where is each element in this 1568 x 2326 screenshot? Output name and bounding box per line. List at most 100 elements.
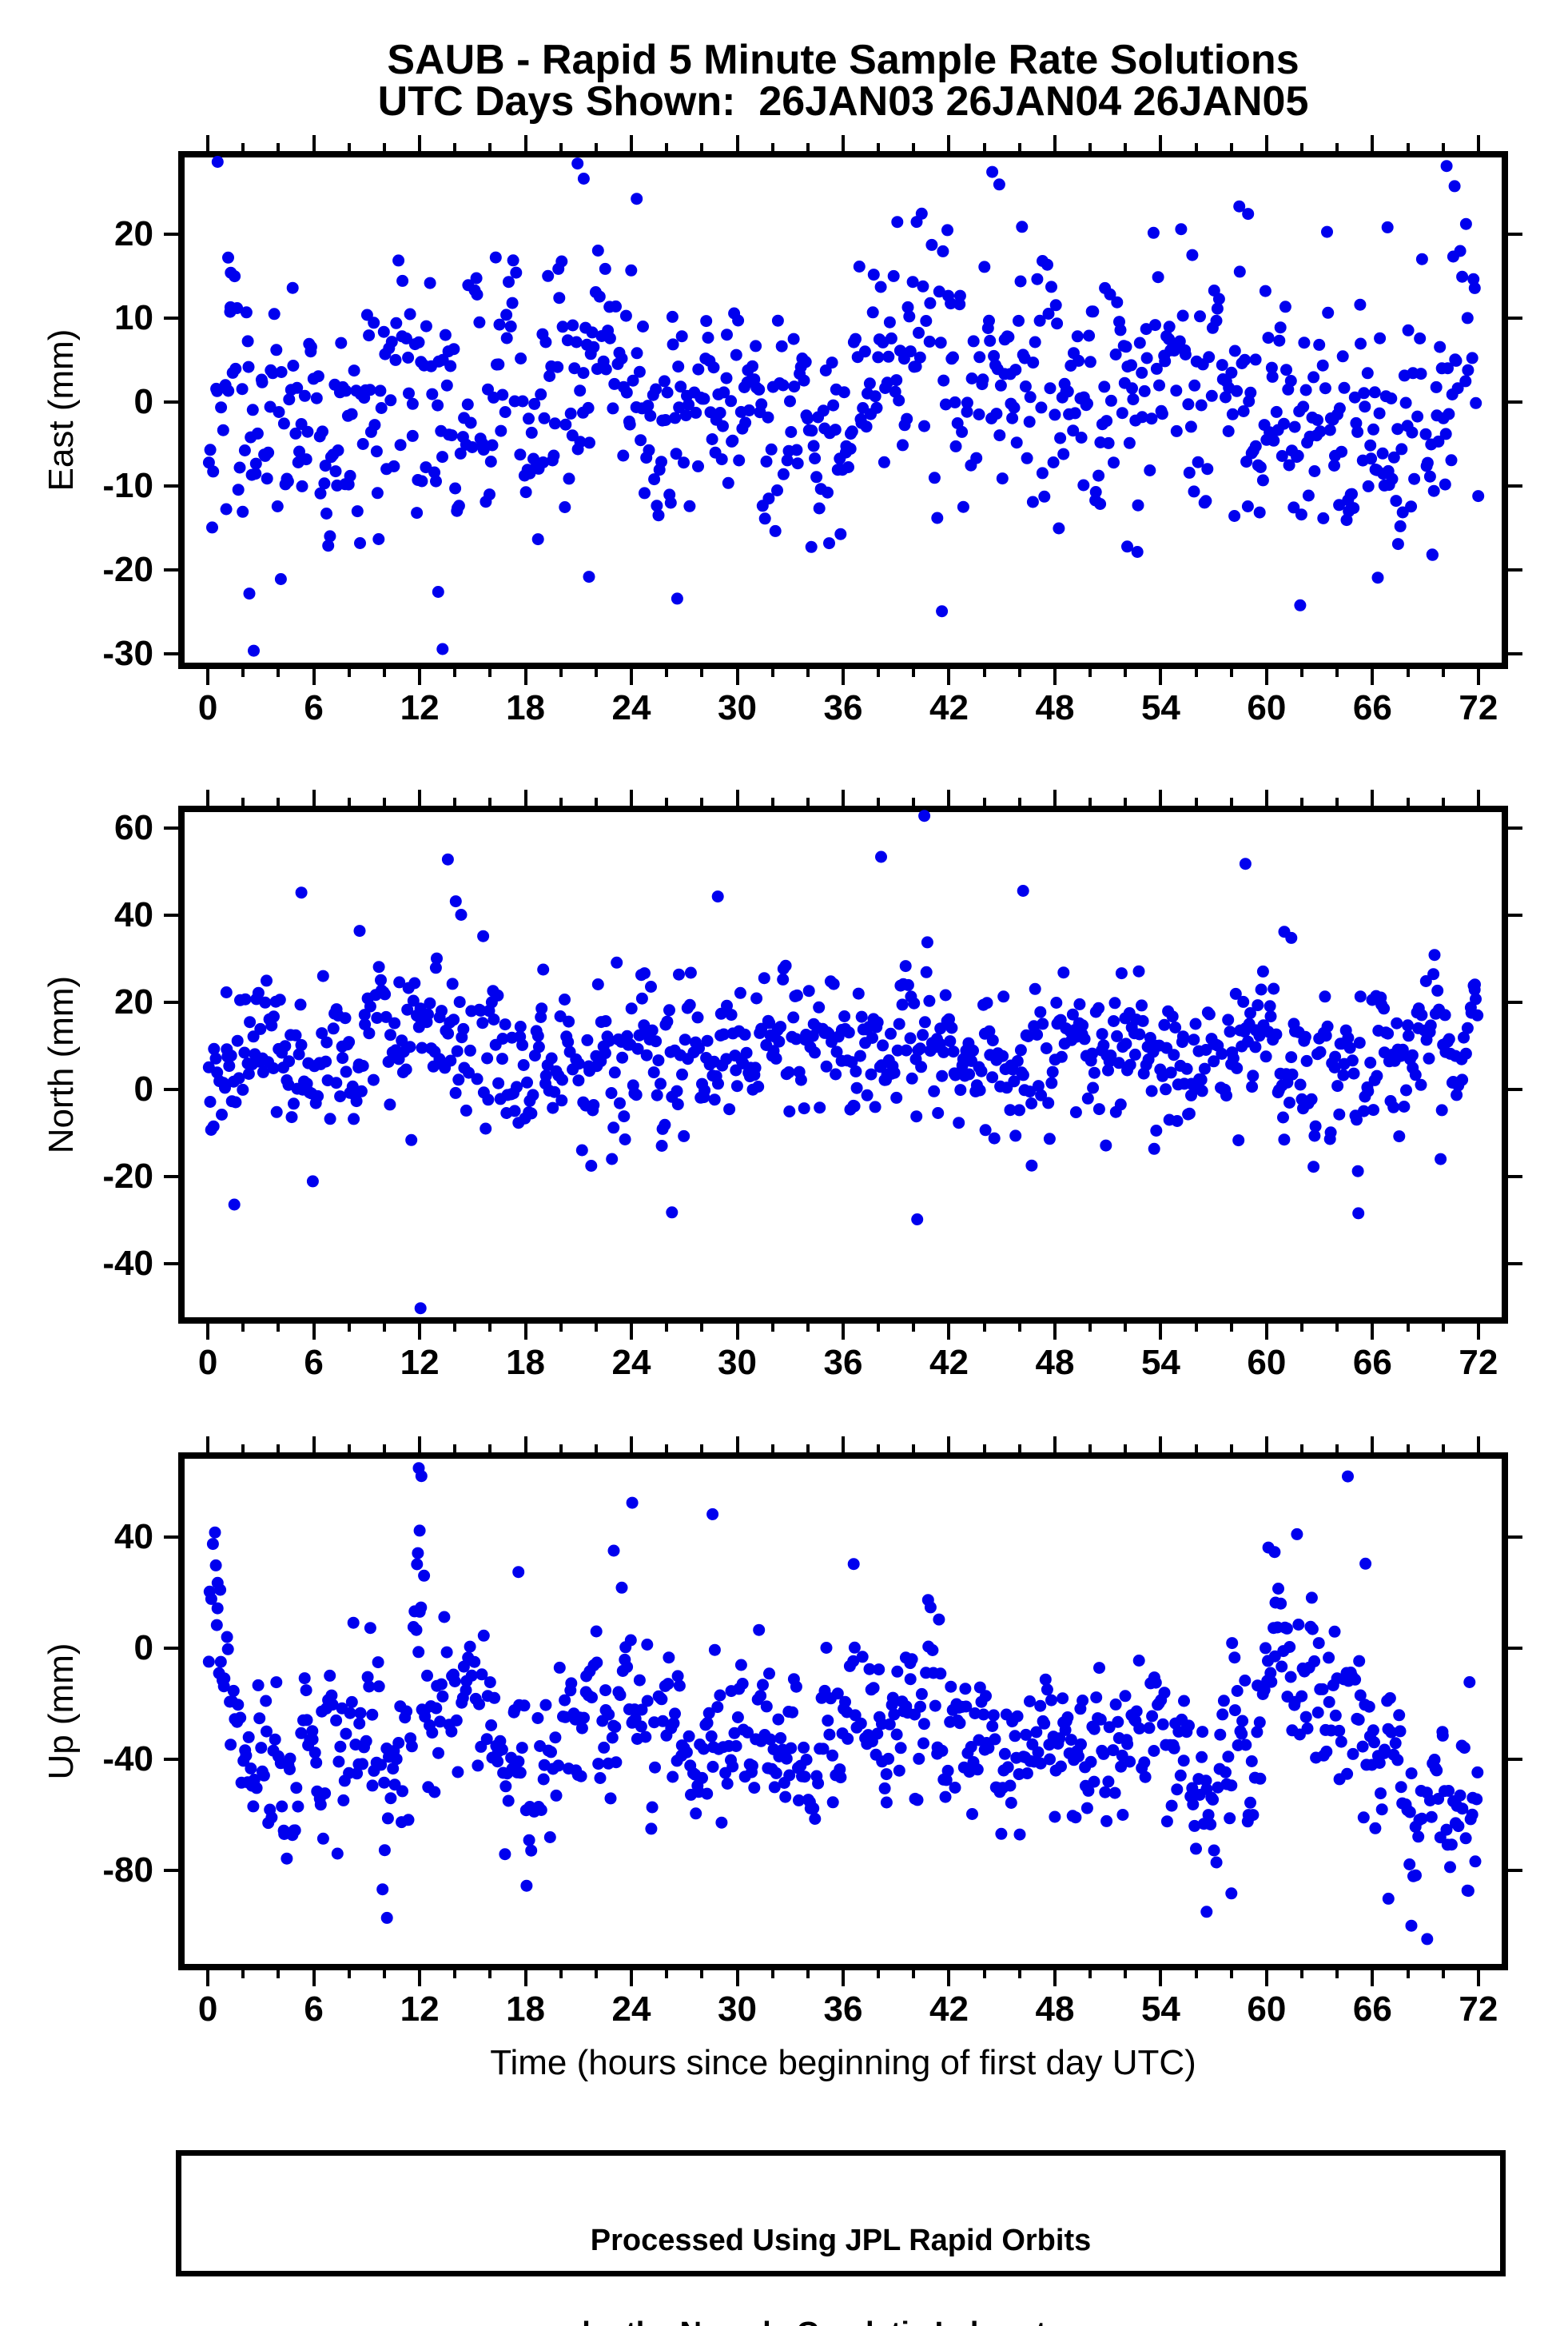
data-point — [547, 1101, 559, 1114]
data-point — [1445, 454, 1458, 467]
data-point — [861, 1089, 874, 1101]
data-point — [292, 1800, 304, 1813]
y-tick — [164, 1869, 178, 1873]
data-point — [834, 1771, 847, 1784]
x-major-tick — [418, 1970, 422, 1986]
data-point — [343, 1036, 356, 1049]
x-minor-tick — [1194, 1324, 1198, 1332]
data-point — [1145, 1085, 1158, 1097]
x-major-tick — [735, 1970, 739, 1986]
data-point — [252, 986, 265, 999]
y-tick — [1508, 1535, 1522, 1539]
data-point — [1405, 1919, 1418, 1932]
data-point — [298, 1672, 311, 1685]
data-point — [905, 1653, 918, 1666]
data-point — [394, 439, 407, 452]
x-minor-tick — [1017, 1970, 1021, 1978]
data-point — [242, 360, 255, 373]
data-point — [460, 1684, 472, 1697]
data-point — [1049, 408, 1061, 421]
data-point — [225, 1739, 237, 1751]
data-point — [376, 1883, 389, 1896]
data-point — [899, 960, 912, 973]
data-point — [1390, 495, 1403, 508]
data-point — [372, 1656, 384, 1669]
data-point — [1462, 1885, 1474, 1898]
data-point — [599, 1015, 612, 1027]
data-point — [353, 925, 366, 938]
data-point — [765, 443, 778, 456]
x-minor-tick — [912, 143, 916, 151]
x-minor-tick — [806, 798, 810, 806]
data-point — [1032, 1080, 1045, 1093]
data-point — [1008, 401, 1021, 414]
data-point — [917, 1737, 929, 1750]
data-point — [1352, 1207, 1365, 1220]
data-point — [610, 300, 622, 313]
data-point — [500, 332, 513, 345]
data-point — [793, 1794, 805, 1806]
data-point — [975, 1065, 988, 1077]
x-major-tick — [1264, 135, 1268, 151]
x-major-tick — [1264, 1324, 1268, 1340]
y-tick-label: -20 — [102, 550, 153, 590]
data-point — [883, 1718, 896, 1731]
data-point — [434, 1715, 447, 1728]
x-minor-tick — [1335, 1444, 1339, 1452]
data-point — [1053, 1732, 1066, 1745]
x-minor-tick — [488, 798, 492, 806]
data-point — [645, 981, 657, 993]
data-point — [960, 1700, 973, 1713]
data-point — [210, 1619, 223, 1631]
x-minor-tick — [1406, 669, 1410, 677]
data-point — [207, 465, 220, 478]
data-point — [1277, 1111, 1289, 1124]
data-point — [1208, 1055, 1220, 1068]
data-point — [570, 336, 583, 349]
data-point — [941, 224, 953, 237]
data-point — [829, 424, 842, 436]
data-point — [1444, 1861, 1456, 1874]
data-point — [1421, 1933, 1434, 1946]
data-point — [770, 1766, 782, 1779]
data-point — [1044, 1753, 1056, 1766]
data-point — [830, 1046, 843, 1058]
data-point — [936, 605, 949, 618]
data-point — [809, 1813, 822, 1825]
data-point — [1027, 356, 1040, 369]
data-point — [707, 361, 720, 374]
data-point — [1430, 380, 1443, 393]
data-point — [400, 1705, 413, 1718]
data-point — [1264, 1000, 1276, 1013]
x-minor-tick — [1229, 1324, 1233, 1332]
data-point — [850, 1065, 862, 1077]
data-point — [416, 475, 428, 488]
data-point — [742, 1726, 754, 1739]
data-point — [1367, 423, 1379, 436]
x-tick-label: 0 — [197, 688, 218, 727]
x-major-tick — [418, 135, 422, 151]
data-point — [949, 1782, 961, 1794]
data-point — [1216, 1708, 1229, 1721]
x-major-tick — [947, 135, 951, 151]
data-point — [1051, 317, 1064, 330]
data-point — [1291, 449, 1304, 462]
data-point — [798, 1770, 811, 1783]
data-point — [1414, 332, 1427, 345]
data-point — [253, 1712, 266, 1725]
data-point — [888, 1066, 901, 1079]
data-point — [1470, 1793, 1483, 1806]
data-point — [396, 274, 409, 287]
data-point — [661, 386, 674, 399]
data-point — [966, 1808, 978, 1820]
data-point — [539, 1069, 552, 1082]
plot-frame-bottom — [178, 663, 1508, 669]
data-point — [603, 332, 616, 345]
data-point — [1280, 364, 1292, 376]
data-point — [1146, 1710, 1159, 1723]
data-point — [514, 448, 527, 461]
data-point — [1328, 1625, 1341, 1638]
data-point — [721, 329, 733, 341]
data-point — [961, 405, 973, 418]
data-point — [583, 571, 595, 583]
